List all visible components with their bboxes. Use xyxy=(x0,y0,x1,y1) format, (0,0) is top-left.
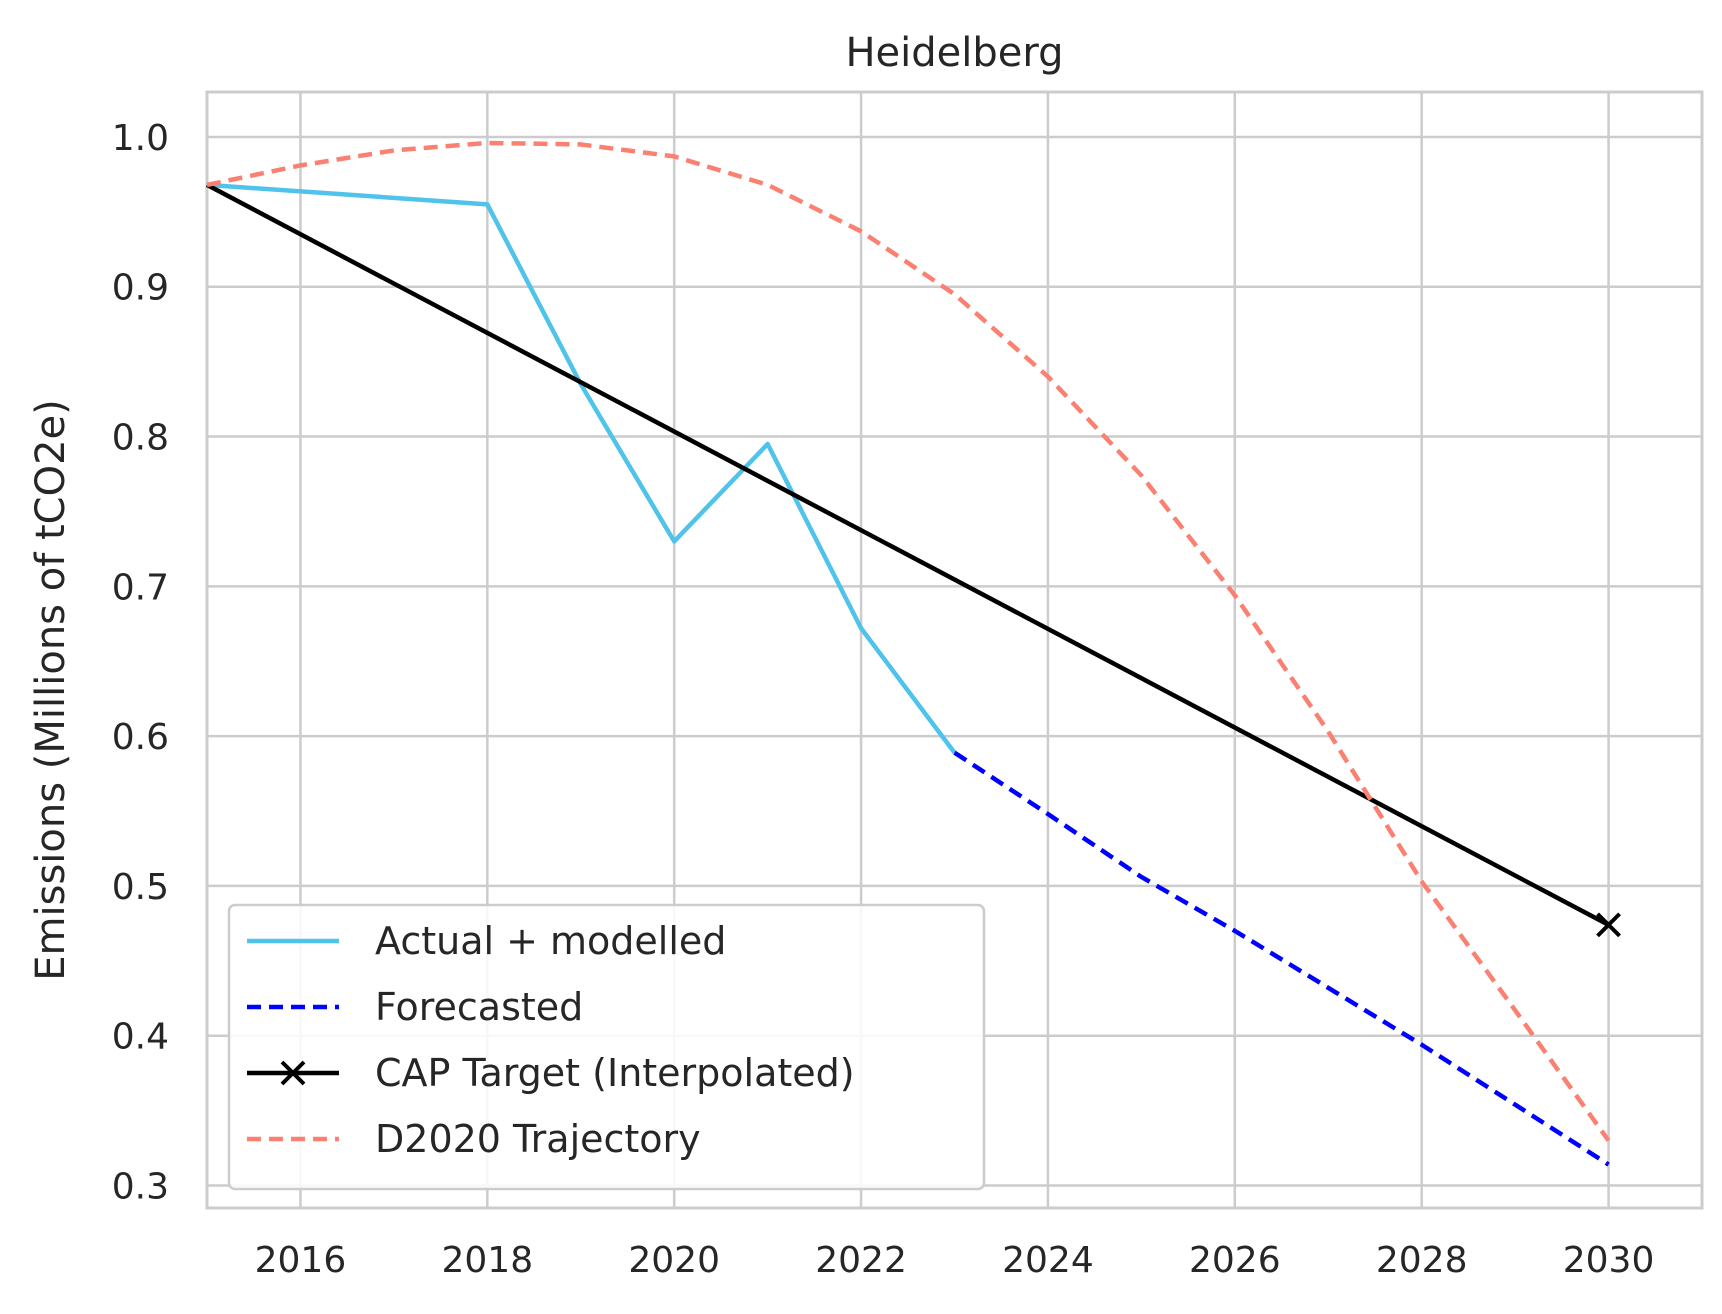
legend-label: Forecasted xyxy=(375,985,583,1029)
series-d2020-trajectory xyxy=(206,140,1611,1142)
x-tick-label: 2020 xyxy=(628,1240,720,1281)
y-tick-label: 0.9 xyxy=(112,268,169,309)
x-tick-label: 2016 xyxy=(255,1240,347,1281)
legend-label: CAP Target (Interpolated) xyxy=(375,1051,855,1095)
legend-item: Forecasted xyxy=(247,985,583,1029)
series-line xyxy=(206,140,1611,1142)
tick-labels: 2016 2018 2020 2022 2024 2026 2028 2030 0.3 0.4 0.… xyxy=(112,118,1655,1281)
x-tick-label: 2028 xyxy=(1376,1240,1468,1281)
x-tick-label: 2018 xyxy=(442,1240,534,1281)
series-actual-modelled xyxy=(206,182,957,754)
series-layer xyxy=(205,140,1621,1167)
x-tick-label: 2030 xyxy=(1563,1240,1655,1281)
x-tick-label: 2022 xyxy=(815,1240,907,1281)
x-marker xyxy=(1596,912,1621,938)
x-tick-label: 2026 xyxy=(1189,1240,1281,1281)
legend-label: Actual + modelled xyxy=(375,919,726,963)
y-tick-label: 0.7 xyxy=(112,567,169,608)
legend-label: D2020 Trajectory xyxy=(375,1117,701,1161)
series-line xyxy=(953,750,1610,1167)
y-tick-label: 0.3 xyxy=(112,1167,169,1208)
legend-box xyxy=(227,903,986,1191)
series-cap-target-interpolated xyxy=(205,182,1621,938)
y-tick-label: 0.5 xyxy=(112,867,169,908)
chart-title: Heidelberg xyxy=(845,30,1063,76)
series-line xyxy=(206,182,957,754)
series-line xyxy=(205,182,1610,927)
legend-item: CAP Target (Interpolated) xyxy=(247,1051,855,1095)
x-tick-label: 2024 xyxy=(1002,1240,1094,1281)
y-tick-label: 1.0 xyxy=(112,118,169,159)
y-tick-label: 0.8 xyxy=(112,418,169,459)
legend-item: D2020 Trajectory xyxy=(247,1117,701,1161)
legend-marker xyxy=(280,1060,306,1086)
legend-item: Actual + modelled xyxy=(247,919,726,963)
y-tick-label: 0.4 xyxy=(112,1017,169,1058)
legend: Actual + modelled Forecasted CAP Target (I… xyxy=(227,903,986,1191)
y-tick-label: 0.6 xyxy=(112,717,169,758)
y-axis-label: Emissions (Millions of tCO2e) xyxy=(28,399,74,981)
series-forecasted xyxy=(953,750,1610,1167)
plot-frame xyxy=(205,90,1704,1210)
